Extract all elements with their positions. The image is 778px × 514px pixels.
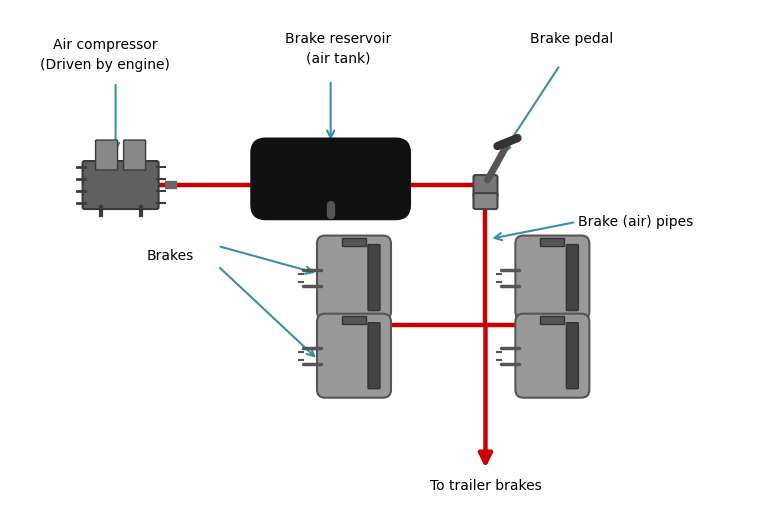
Text: Brakes: Brakes	[146, 249, 194, 263]
FancyBboxPatch shape	[317, 314, 391, 398]
FancyBboxPatch shape	[82, 161, 159, 209]
Bar	[342, 316, 366, 324]
FancyBboxPatch shape	[566, 323, 578, 389]
FancyBboxPatch shape	[474, 175, 497, 197]
Bar	[541, 237, 564, 246]
Text: Brake pedal: Brake pedal	[530, 32, 613, 46]
FancyBboxPatch shape	[368, 245, 380, 310]
FancyBboxPatch shape	[96, 140, 117, 170]
Text: To trailer brakes: To trailer brakes	[429, 479, 541, 493]
FancyBboxPatch shape	[474, 193, 497, 209]
FancyBboxPatch shape	[566, 245, 578, 310]
FancyBboxPatch shape	[515, 314, 590, 398]
FancyBboxPatch shape	[317, 235, 391, 320]
Bar	[541, 316, 564, 324]
FancyBboxPatch shape	[368, 323, 380, 389]
Text: Brake (air) pipes: Brake (air) pipes	[578, 215, 693, 229]
FancyBboxPatch shape	[515, 235, 590, 320]
Text: Air compressor
(Driven by engine): Air compressor (Driven by engine)	[40, 38, 170, 71]
Text: Brake reservoir
(air tank): Brake reservoir (air tank)	[285, 32, 391, 65]
FancyBboxPatch shape	[251, 139, 410, 219]
Bar	[342, 237, 366, 246]
FancyBboxPatch shape	[124, 140, 145, 170]
